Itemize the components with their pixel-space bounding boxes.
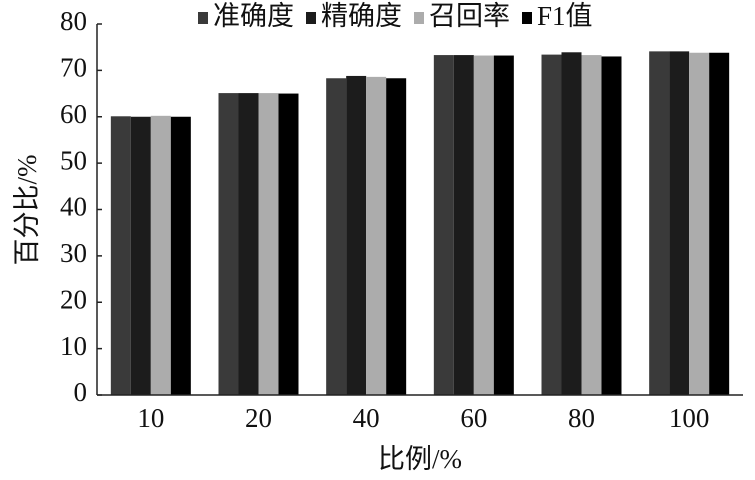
y-tick-label: 50 xyxy=(60,145,87,175)
bar xyxy=(689,52,710,395)
bar xyxy=(581,55,602,395)
x-tick-label: 40 xyxy=(353,403,380,433)
x-tick-label: 10 xyxy=(137,403,164,433)
bar xyxy=(366,76,387,396)
bar xyxy=(238,93,259,395)
x-tick-label: 60 xyxy=(460,403,487,433)
x-tick-label: 100 xyxy=(669,403,710,433)
legend-label: 召回率 xyxy=(429,1,510,31)
bar xyxy=(218,93,239,395)
bar xyxy=(541,54,562,396)
y-tick-label: 70 xyxy=(60,53,87,83)
bar xyxy=(453,55,474,395)
bar xyxy=(493,55,514,395)
legend-label: F1值 xyxy=(537,1,593,31)
bar xyxy=(561,52,582,395)
y-tick-label: 0 xyxy=(74,377,88,407)
bar xyxy=(601,56,622,396)
bar xyxy=(170,116,191,395)
bar xyxy=(649,51,670,395)
bar xyxy=(433,55,454,395)
x-tick-label: 20 xyxy=(245,403,272,433)
bar xyxy=(326,78,347,395)
legend-swatch xyxy=(414,12,424,24)
bar xyxy=(709,52,730,395)
bar xyxy=(110,116,131,395)
y-tick-label: 40 xyxy=(60,192,87,222)
x-tick-label: 80 xyxy=(568,403,595,433)
legend-swatch xyxy=(306,12,316,24)
y-tick-label: 80 xyxy=(60,6,87,36)
legend-label: 精确度 xyxy=(321,1,402,31)
y-tick-label: 20 xyxy=(60,284,87,314)
y-tick-label: 30 xyxy=(60,238,87,268)
bar xyxy=(473,55,494,395)
bar xyxy=(278,93,299,395)
bar xyxy=(258,93,279,395)
legend-swatch xyxy=(198,12,208,24)
y-tick-label: 10 xyxy=(60,331,87,361)
bar xyxy=(150,115,171,395)
bar xyxy=(669,51,690,395)
legend-swatch xyxy=(522,12,532,24)
y-axis-label: 百分比/% xyxy=(12,155,42,266)
x-axis-label: 比例/% xyxy=(378,444,462,474)
bar xyxy=(346,75,367,395)
bar xyxy=(130,116,151,395)
y-tick-label: 60 xyxy=(60,99,87,129)
bar xyxy=(386,78,407,395)
legend-label: 准确度 xyxy=(213,1,294,31)
